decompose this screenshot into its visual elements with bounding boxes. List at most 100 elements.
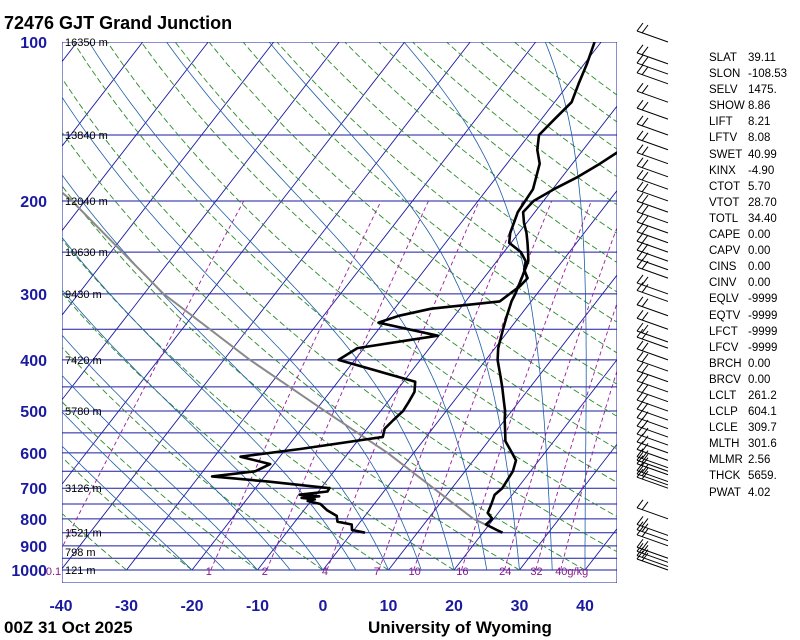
index-value: -9999 — [748, 325, 778, 338]
index-row: CINV 0.00 — [709, 275, 787, 291]
wind-barb-flag — [641, 171, 649, 181]
diagram-labels: 0.1 1 2 4 7 10 16 24 32 40g/kg1002003004005006007… — [11, 35, 594, 615]
index-value: -9999 — [748, 341, 778, 354]
wind-barb-flag — [641, 66, 649, 76]
dry-adiabat-line — [310, 42, 617, 293]
moist-adiabat-line — [62, 374, 258, 571]
wind-barb-flag — [641, 46, 649, 56]
wind-barb-flag — [636, 282, 644, 291]
wind-barb-flag — [636, 499, 644, 509]
moist-adiabat-line — [62, 334, 291, 571]
wind-barb — [636, 192, 669, 213]
wind-barb — [636, 462, 669, 483]
wind-barb-flag — [636, 322, 644, 332]
wind-barb — [636, 516, 669, 536]
isotherm-line — [519, 443, 617, 571]
index-row: SHOW 8.86 — [709, 98, 787, 114]
wind-barb-flag — [636, 451, 644, 461]
wind-barb — [636, 64, 669, 85]
wind-barb — [636, 296, 669, 317]
wind-barb — [636, 232, 669, 253]
isotherm-line — [191, 42, 602, 571]
wind-barb-flag — [641, 457, 649, 467]
chart-title: 72476 GJT Grand Junction — [4, 13, 232, 33]
dry-adiabat-line — [344, 42, 617, 264]
height-label: 121 m — [65, 565, 96, 577]
isotherm-line — [62, 42, 144, 147]
wind-barb — [636, 282, 669, 302]
index-name: LCLE — [709, 422, 738, 435]
wind-barb-flag — [641, 284, 649, 293]
wind-barb-flag — [641, 374, 649, 384]
dry-adiabat-line — [140, 42, 617, 450]
wind-barb — [636, 44, 669, 65]
index-row: KINX -4.90 — [709, 163, 787, 179]
height-label: 12040 m — [65, 196, 108, 208]
pressure-tick-label: 900 — [20, 539, 47, 556]
wind-barb-flag — [636, 351, 644, 361]
index-row: SELV 1475. — [709, 82, 787, 98]
wind-barb-flag — [641, 545, 649, 554]
moist-adiabat-line — [403, 42, 553, 571]
index-name: BRCV — [709, 373, 741, 386]
dry-adiabat-line — [62, 185, 520, 571]
index-row: LFCV -9999 — [709, 340, 787, 356]
wind-barb-flag — [636, 441, 644, 450]
moist-adiabat-line — [88, 42, 455, 571]
index-name: THCK — [709, 470, 741, 483]
index-name: TOTL — [709, 212, 739, 225]
wind-barb-flag — [636, 362, 644, 372]
index-row: CAPE 0.00 — [709, 227, 787, 243]
wind-barb — [636, 372, 669, 393]
pressure-tick-label: 100 — [20, 35, 47, 52]
wind-barb-flag — [636, 54, 644, 64]
wind-barb — [636, 54, 669, 75]
wind-barb-flag — [636, 157, 644, 167]
index-row: CAPV 0.00 — [709, 243, 787, 259]
wind-barb — [636, 241, 669, 262]
index-row: LFTV 8.08 — [709, 130, 787, 146]
index-value: 8.08 — [748, 132, 771, 145]
mixing-ratio-label: 7 — [374, 566, 380, 578]
wind-barb-flag — [636, 144, 644, 153]
index-value: 1475. — [748, 84, 777, 97]
index-value: 5659. — [748, 470, 777, 483]
wind-barb-flag — [641, 384, 649, 393]
wind-barbs — [636, 22, 669, 571]
wind-barb-flag — [636, 64, 644, 74]
wind-barb-flag — [636, 44, 644, 54]
index-value: 0.00 — [748, 229, 771, 242]
temperature-tick-label: 10 — [380, 598, 398, 615]
height-label: 9430 m — [65, 289, 102, 301]
index-row: LCLT 261.2 — [709, 388, 787, 404]
index-row: SWET 40.99 — [709, 147, 787, 163]
index-value: 261.2 — [748, 389, 777, 402]
height-label: 5780 m — [65, 406, 102, 418]
index-value: 5.70 — [748, 180, 771, 193]
isotherm-line — [62, 42, 471, 570]
index-name: SWET — [709, 148, 743, 161]
wind-barb — [636, 362, 669, 383]
wind-barb-flag — [641, 470, 649, 480]
dry-adiabat-line — [242, 42, 617, 354]
dry-adiabat-line — [62, 77, 617, 553]
wind-barb-flag — [636, 296, 644, 306]
height-label: 798 m — [65, 547, 96, 559]
index-value: 4.02 — [748, 486, 771, 499]
wind-barb — [636, 82, 669, 103]
wind-barb — [636, 130, 669, 151]
index-row: BRCV 0.00 — [709, 372, 787, 388]
index-row: LIFT 8.21 — [709, 114, 787, 130]
wind-barb-flag — [641, 298, 649, 308]
wind-barb — [636, 157, 669, 178]
index-row: MLMR 2.56 — [709, 452, 787, 468]
wind-barb-flag — [636, 391, 644, 401]
wind-barb-flag — [641, 183, 649, 193]
wind-barb-flag — [641, 342, 649, 352]
wind-barb-flag — [636, 400, 644, 410]
wind-barb — [636, 115, 669, 136]
moist-adiabat-line — [62, 96, 422, 571]
wind-barb-flag — [636, 169, 644, 179]
wind-barb-flag — [636, 448, 644, 457]
index-name: PWAT — [709, 486, 741, 499]
